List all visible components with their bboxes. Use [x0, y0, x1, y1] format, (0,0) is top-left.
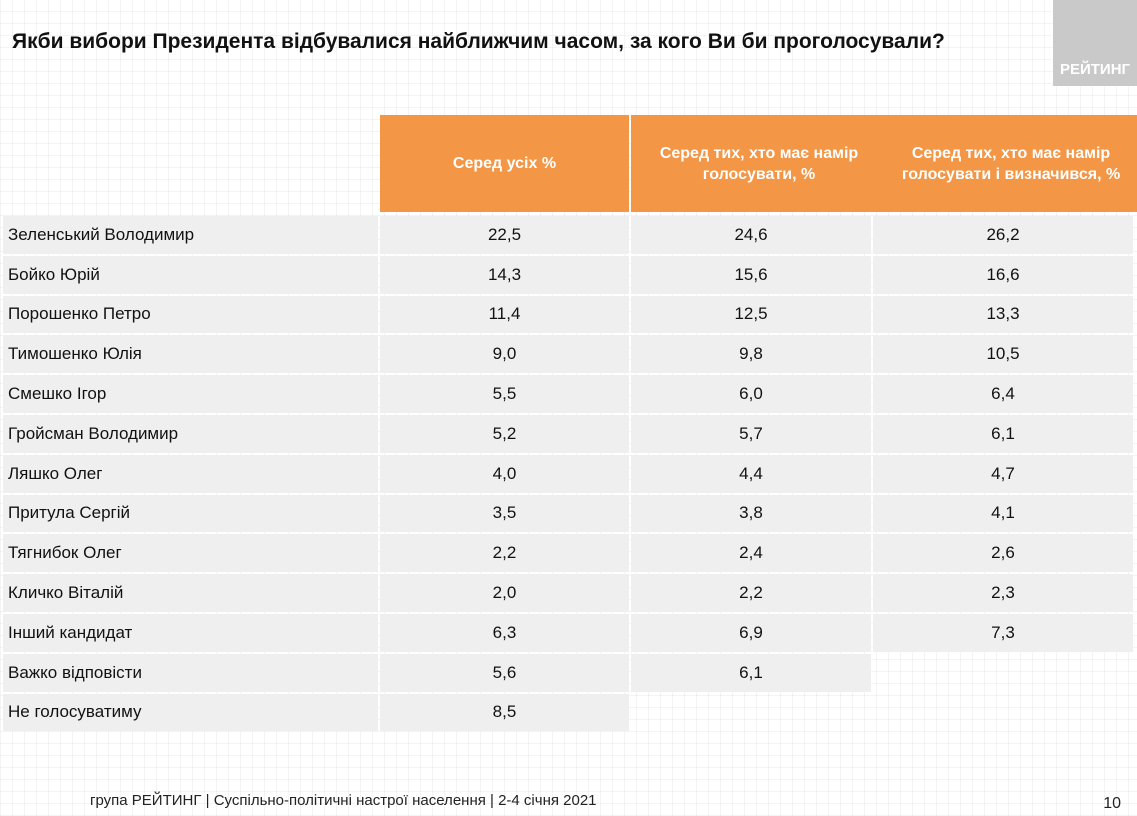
column-header: Серед тих, хто має намір голосувати і ви… — [873, 115, 1137, 212]
value-cell: 2,4 — [631, 534, 871, 573]
value-cell: 5,2 — [380, 415, 629, 453]
page-number: 10 — [1103, 795, 1121, 812]
value-cell: 5,5 — [380, 375, 629, 413]
value-cell: 4,4 — [631, 454, 871, 493]
row-label: Ляшко Олег — [3, 454, 378, 493]
value-cell: 2,2 — [631, 574, 871, 612]
row-label: Порошенко Петро — [3, 295, 378, 334]
value-cell: 6,0 — [631, 375, 871, 413]
value-cell: 14,3 — [380, 255, 629, 294]
row-label: Смешко Ігор — [3, 375, 378, 413]
row-label: Тимошенко Юлія — [3, 335, 378, 374]
row-label: Притула Сергій — [3, 494, 378, 533]
value-cell: 3,8 — [631, 494, 871, 533]
row-label: Бойко Юрій — [3, 255, 378, 294]
page-title: Якби вибори Президента відбувалися найбл… — [12, 30, 945, 53]
value-cell: 24,6 — [631, 216, 871, 254]
value-cell: 6,4 — [873, 375, 1133, 413]
value-cell: 6,9 — [631, 614, 871, 652]
value-cell: 6,3 — [380, 614, 629, 652]
value-cell: 11,4 — [380, 295, 629, 334]
row-label: Кличко Віталій — [3, 574, 378, 612]
value-cell: 5,6 — [380, 653, 629, 692]
value-cell: 8,5 — [380, 693, 629, 732]
value-cell: 2,3 — [873, 574, 1133, 612]
value-cell: 10,5 — [873, 335, 1133, 374]
rating-logo: РЕЙТИНГ — [1053, 0, 1137, 86]
row-label: Інший кандидат — [3, 614, 378, 652]
value-cell: 7,3 — [873, 614, 1133, 652]
column-header: Серед тих, хто має намір голосувати, % — [631, 115, 887, 212]
value-cell: 4,0 — [380, 454, 629, 493]
value-cell: 26,2 — [873, 216, 1133, 254]
value-cell: 13,3 — [873, 295, 1133, 334]
value-cell: 15,6 — [631, 255, 871, 294]
value-cell: 2,2 — [380, 534, 629, 573]
value-cell: 16,6 — [873, 255, 1133, 294]
value-cell: 2,6 — [873, 534, 1133, 573]
value-cell: 12,5 — [631, 295, 871, 334]
value-cell: 6,1 — [873, 415, 1133, 453]
value-cell: 3,5 — [380, 494, 629, 533]
value-cell: 22,5 — [380, 216, 629, 254]
row-label: Не голосуватиму — [3, 693, 378, 732]
value-cell: 4,7 — [873, 454, 1133, 493]
value-cell: 4,1 — [873, 494, 1133, 533]
row-label: Зеленський Володимир — [3, 216, 378, 254]
value-cell: 9,8 — [631, 335, 871, 374]
value-cell: 5,7 — [631, 415, 871, 453]
value-cell: 9,0 — [380, 335, 629, 374]
footer-text: група РЕЙТИНГ | Суспільно-політичні наст… — [90, 792, 597, 809]
value-cell: 2,0 — [380, 574, 629, 612]
row-label: Тягнибок Олег — [3, 534, 378, 573]
column-header: Серед усіх % — [380, 115, 629, 212]
row-label: Важко відповісти — [3, 653, 378, 692]
row-label: Гройсман Володимир — [3, 415, 378, 453]
value-cell: 6,1 — [631, 653, 871, 692]
